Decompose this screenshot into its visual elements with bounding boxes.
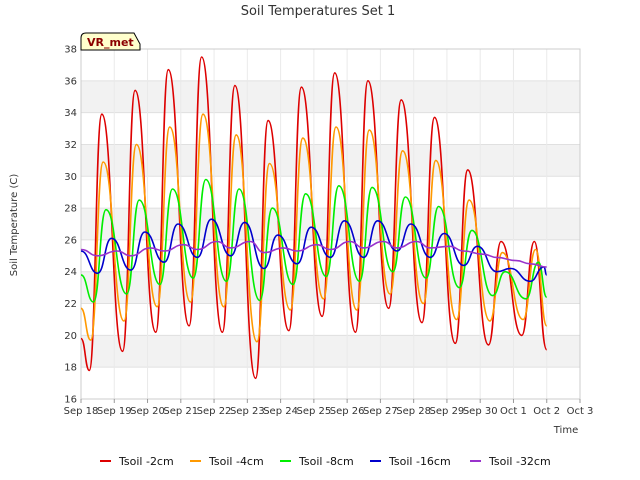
- y-tick-label: 38: [64, 45, 77, 56]
- y-tick-label: 18: [64, 363, 77, 374]
- badge-label: VR_met: [87, 36, 134, 49]
- x-tick-label: Sep 30: [463, 406, 498, 417]
- y-axis-title: Soil Temperature (C): [9, 174, 20, 277]
- x-tick-label: Oct 1: [500, 406, 527, 417]
- y-tick-label: 20: [64, 331, 77, 342]
- x-tick-label: Sep 21: [163, 406, 198, 417]
- y-tick-label: 28: [64, 204, 77, 215]
- y-tick-label: 26: [64, 235, 77, 246]
- x-tick-label: Oct 2: [533, 406, 560, 417]
- series-line: [80, 218, 548, 283]
- x-tick-label: Sep 27: [363, 406, 398, 417]
- y-tick-label: 30: [64, 172, 77, 183]
- x-tick-label: Sep 18: [64, 406, 99, 417]
- legend-label: Tsoil -8cm: [298, 455, 354, 468]
- y-tick-label: 34: [64, 108, 77, 119]
- series-line: [80, 240, 547, 268]
- x-tick-label: Sep 20: [130, 406, 165, 417]
- grid-band: [81, 144, 580, 177]
- x-tick-label: Sep 25: [296, 406, 331, 417]
- series-lines: [80, 56, 548, 380]
- x-tick-label: Sep 23: [230, 406, 265, 417]
- series-line: [80, 178, 548, 303]
- x-tick-label: Sep 29: [430, 406, 465, 417]
- legend-label: Tsoil -4cm: [208, 455, 264, 468]
- station-badge: VR_met: [80, 32, 141, 51]
- x-tick-label: Sep 26: [330, 406, 365, 417]
- legend-label: Tsoil -2cm: [118, 455, 174, 468]
- x-tick-label: Sep 19: [97, 406, 132, 417]
- x-tick-label: Sep 22: [197, 406, 232, 417]
- y-tick-label: 36: [64, 76, 77, 87]
- y-tick-label: 32: [64, 140, 77, 151]
- y-tick-label: 24: [64, 267, 77, 278]
- x-axis-title: Time: [553, 425, 578, 436]
- x-tick-label: Sep 28: [396, 406, 431, 417]
- x-tick-label: Sep 24: [263, 406, 298, 417]
- legend-label: Tsoil -32cm: [488, 455, 551, 468]
- series-line: [80, 113, 548, 343]
- y-tick-label: 16: [64, 395, 77, 406]
- badge-box: [80, 32, 141, 51]
- legend: Tsoil -2cm Tsoil -4cm Tsoil -8cm Tsoil -16c…: [100, 455, 551, 468]
- y-axis-ticks: 16 18 20 22 24 26 28 30 32 34 36 38: [64, 45, 77, 406]
- grid-band: [81, 335, 580, 368]
- x-tick-label: Oct 3: [567, 406, 594, 417]
- series-line: [80, 56, 548, 380]
- legend-label: Tsoil -16cm: [388, 455, 451, 468]
- chart-title: Soil Temperatures Set 1: [241, 4, 396, 19]
- plot-area: [80, 48, 581, 400]
- y-tick-label: 22: [64, 299, 77, 310]
